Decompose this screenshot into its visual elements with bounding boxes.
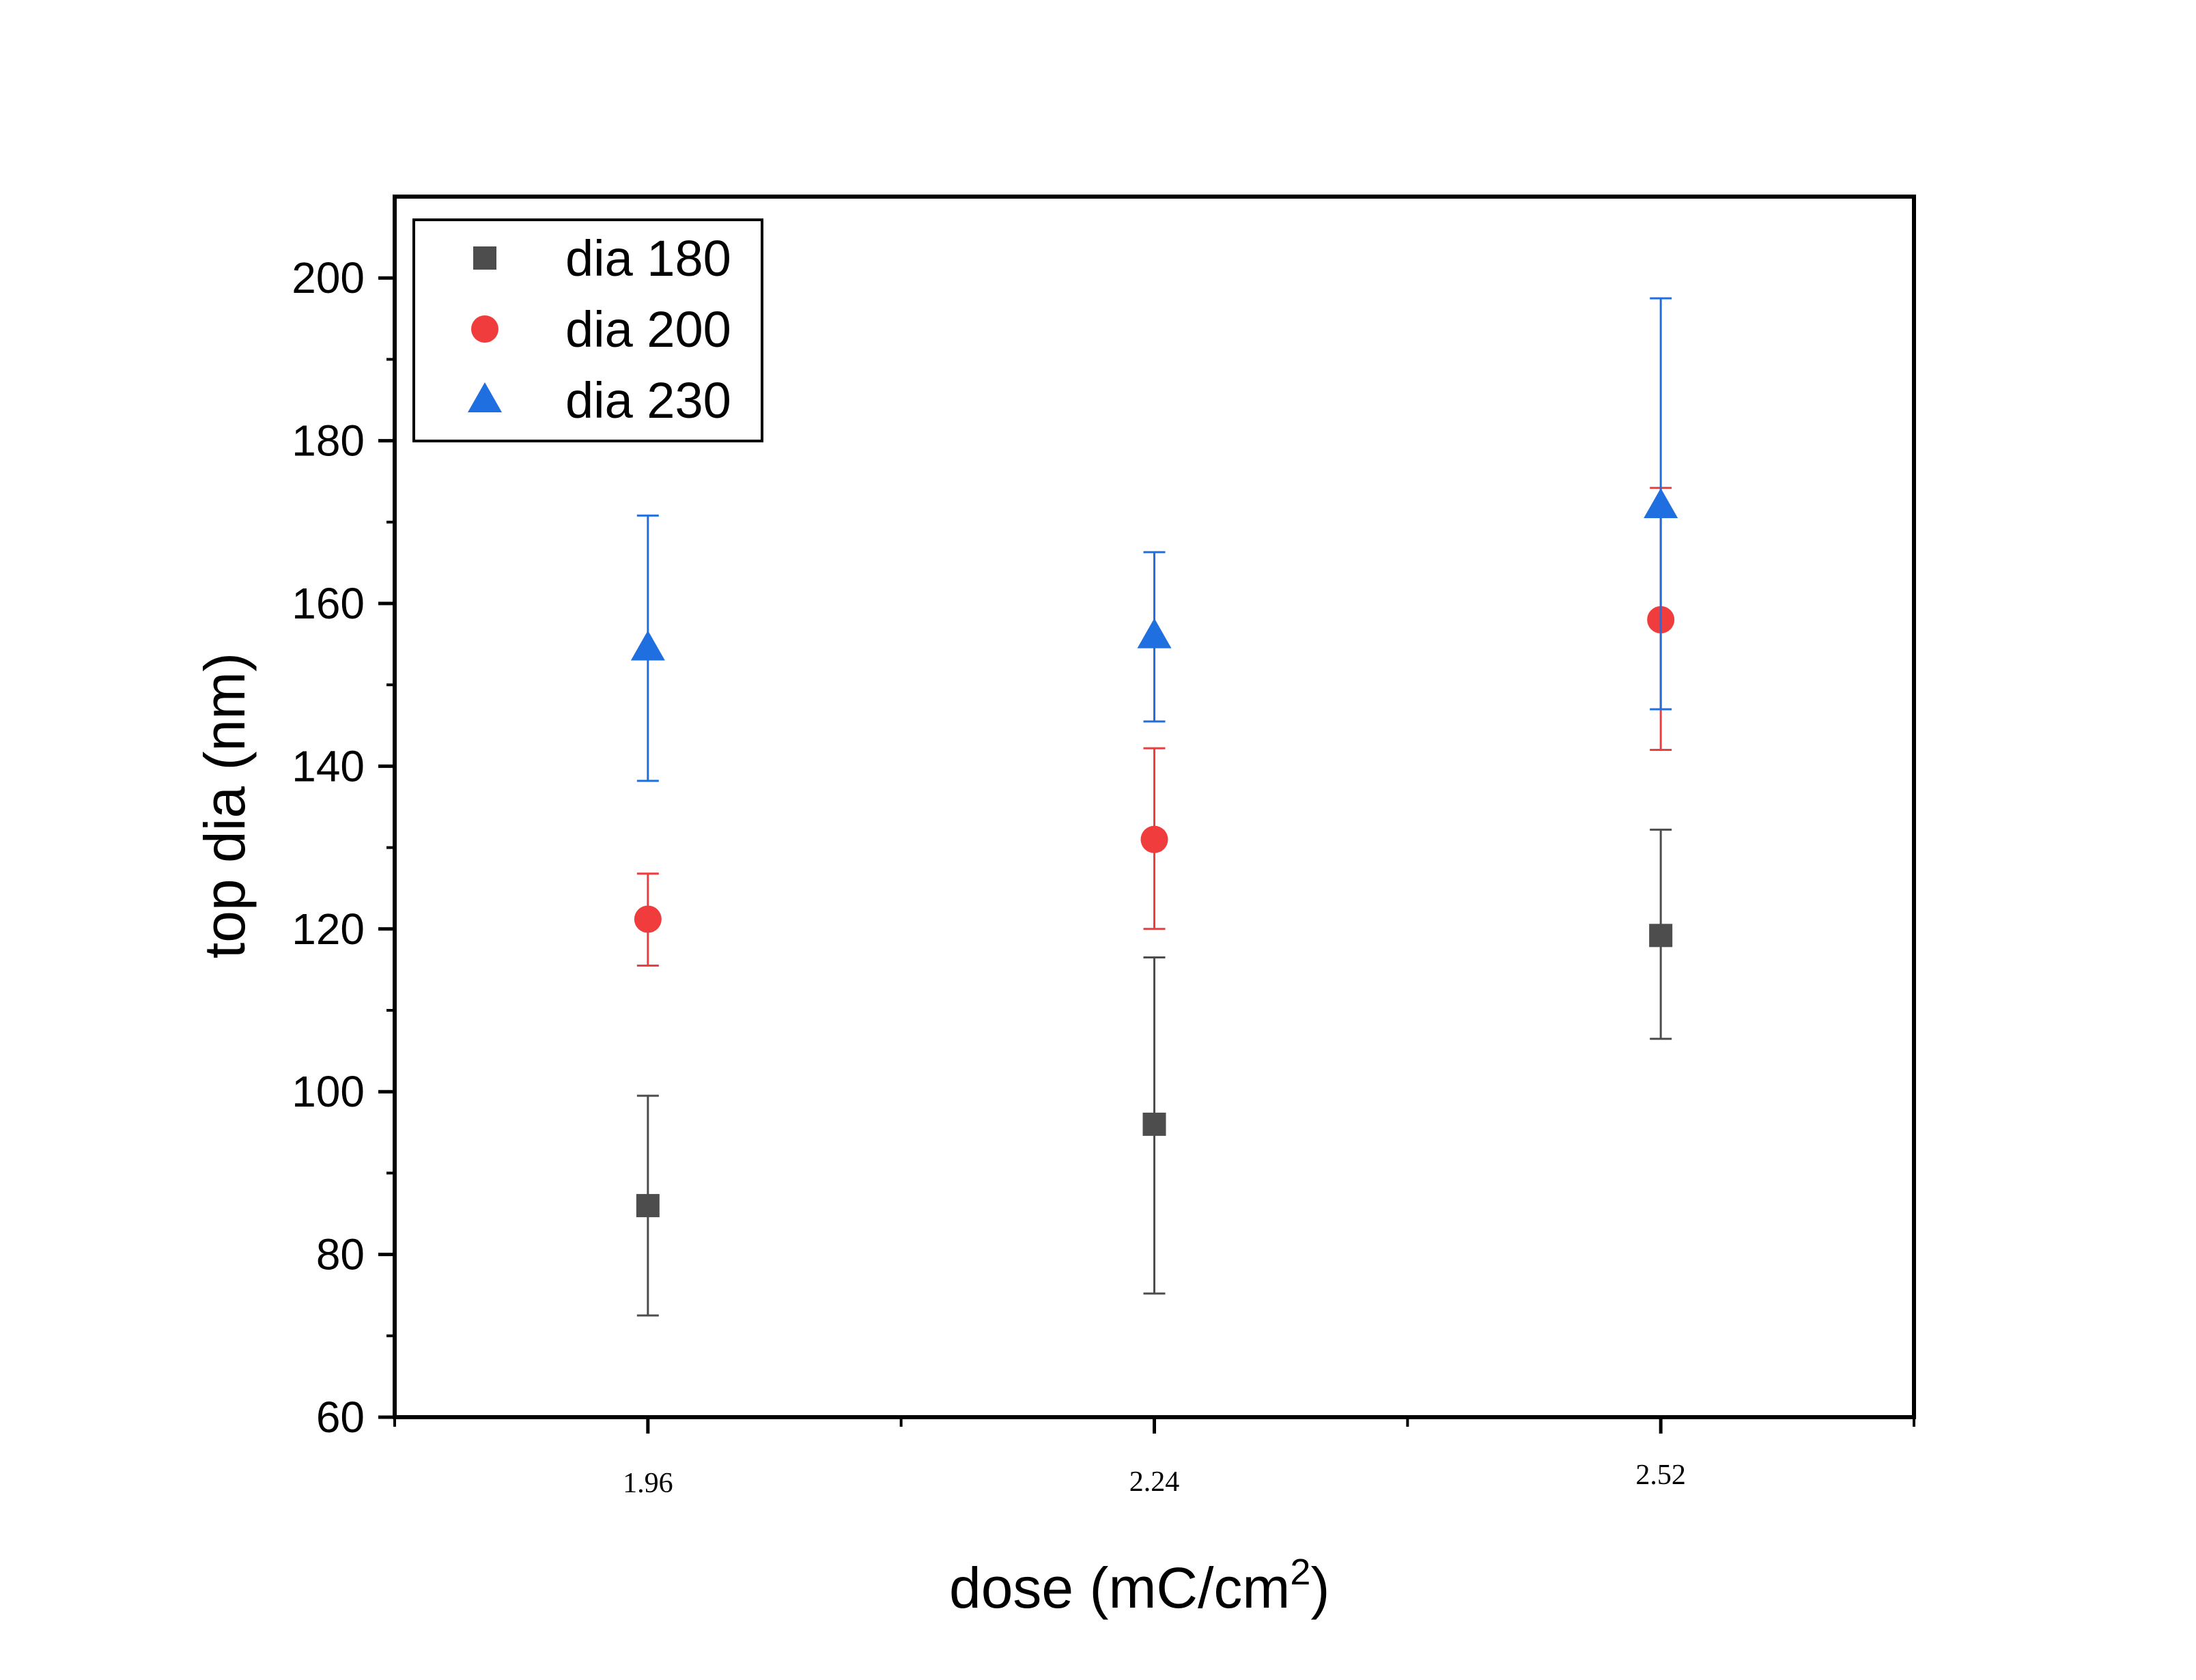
data-point	[636, 1194, 660, 1218]
series-dia-180	[636, 828, 1673, 1317]
x-axis-title-main: dose (mC/cm	[949, 1556, 1290, 1620]
legend: dia 180 dia 200 dia 230	[412, 218, 763, 442]
y-axis-ticks: 60 80 100 120 140 160 180 200	[292, 253, 395, 1442]
legend-label: dia 200	[565, 301, 731, 358]
x-tick-label: 1.96	[623, 1468, 673, 1499]
y-tick-label: 160	[292, 579, 365, 628]
data-point	[634, 905, 662, 933]
y-tick-label: 80	[316, 1230, 365, 1279]
legend-marker	[468, 382, 502, 412]
data-point	[1142, 1112, 1166, 1136]
x-axis-ticks: 1.96 2.24 2.52	[393, 1417, 1915, 1499]
y-tick-label: 120	[292, 905, 365, 954]
legend-label: dia 180	[565, 230, 731, 287]
x-axis-title-close: )	[1310, 1556, 1329, 1620]
data-point	[1137, 618, 1172, 649]
y-tick-label: 200	[292, 253, 365, 302]
data-point	[1644, 487, 1678, 518]
x-tick-label: 2.52	[1635, 1460, 1686, 1491]
legend-marker	[473, 246, 496, 270]
legend-label: dia 230	[565, 372, 731, 429]
series-layer	[630, 297, 1678, 1317]
data-point	[1140, 825, 1168, 853]
y-tick-label: 180	[292, 416, 365, 466]
x-axis-title-superscript: 2	[1290, 1552, 1310, 1593]
data-point	[630, 630, 665, 661]
x-axis-title: dose (mC/cm2)	[949, 1552, 1329, 1620]
y-tick-label: 140	[292, 741, 365, 791]
legend-marker	[471, 315, 498, 343]
y-tick-label: 100	[292, 1067, 365, 1116]
series-dia-230	[630, 297, 1678, 782]
y-tick-label: 60	[316, 1393, 365, 1442]
y-axis-title: top dia (nm)	[193, 653, 257, 958]
data-point	[1649, 924, 1673, 948]
x-tick-label: 2.24	[1129, 1466, 1180, 1498]
